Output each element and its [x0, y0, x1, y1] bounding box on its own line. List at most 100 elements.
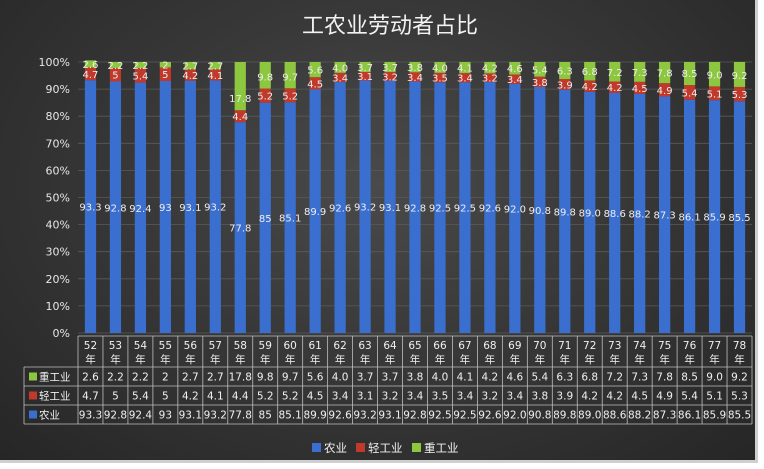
table-cell: 4.5 — [631, 391, 648, 403]
bar-segment-agriculture — [434, 82, 446, 333]
table-row-header: 重工业 — [39, 371, 71, 384]
bar-segment-agriculture — [209, 80, 221, 333]
table-cell: 5.2 — [282, 391, 299, 403]
table-cell: 5.1 — [706, 391, 723, 403]
bar-segment-light-industry — [584, 80, 596, 92]
data-label-light-industry: 3.4 — [407, 73, 423, 84]
table-cell: 92.6 — [478, 410, 502, 422]
table-cell: 89.8 — [553, 410, 576, 422]
bar-segment-light-industry — [733, 86, 746, 102]
data-label-heavy-industry: 8.5 — [682, 69, 698, 80]
table-cell: 5.4 — [132, 391, 149, 403]
table-cell: 7.3 — [631, 372, 648, 384]
x-tick-label-suffix: 年 — [85, 353, 96, 366]
table-cell: 5.4 — [681, 391, 698, 403]
x-tick-label: 54 — [134, 340, 148, 352]
table-cell: 2.2 — [132, 372, 149, 384]
x-tick-label: 63 — [358, 340, 371, 352]
table-cell: 5 — [162, 391, 169, 403]
table-cell: 4.2 — [182, 391, 199, 403]
bar-segment-light-industry — [309, 77, 321, 90]
x-tick-label-suffix: 年 — [535, 353, 546, 366]
data-label-heavy-industry: 2.6 — [83, 60, 99, 71]
data-label-agriculture: 77.8 — [229, 224, 251, 235]
data-label-light-industry: 3.2 — [382, 72, 398, 83]
x-tick-label-suffix: 年 — [135, 353, 146, 366]
data-label-light-industry: 3.4 — [332, 73, 348, 84]
bar-segment-agriculture — [259, 102, 271, 334]
table-cell: 7.8 — [656, 372, 673, 384]
y-tick-label: 40% — [46, 219, 70, 232]
data-label-heavy-industry: 2.2 — [107, 61, 123, 72]
table-cell: 3.4 — [457, 391, 474, 403]
data-label-agriculture: 88.2 — [629, 209, 651, 220]
data-label-light-industry: 5 — [112, 71, 118, 82]
bar-segment-agriculture — [409, 81, 421, 334]
data-labels: 93.34.72.692.852.292.45.42.2935293.14.22… — [79, 60, 750, 235]
x-tick-label-suffix: 年 — [210, 353, 221, 366]
bars — [84, 60, 746, 334]
data-label-heavy-industry: 4.0 — [432, 63, 448, 74]
table-cell: 92.8 — [104, 410, 127, 422]
data-label-heavy-industry: 3.8 — [407, 63, 423, 74]
bar-segment-heavy-industry — [334, 62, 346, 73]
bar-segment-agriculture — [733, 101, 746, 333]
x-tick-label: 67 — [458, 340, 471, 352]
bar-segment-heavy-industry — [309, 62, 321, 78]
table-cell: 2 — [162, 372, 169, 384]
table-cell: 85.1 — [278, 410, 301, 422]
bar-segment-agriculture — [184, 80, 196, 333]
table-cell: 9.0 — [706, 372, 723, 384]
bar-segment-light-industry — [409, 72, 421, 82]
y-tick-label: 100% — [39, 56, 70, 69]
data-label-light-industry: 3.4 — [507, 75, 523, 86]
x-tick-label-suffix: 年 — [460, 353, 471, 366]
bar-segment-heavy-industry — [559, 62, 571, 80]
table-cell: 5.2 — [257, 391, 274, 403]
bar-segment-agriculture — [634, 93, 646, 333]
data-label-agriculture: 93.1 — [179, 203, 201, 214]
x-tick-label: 69 — [508, 340, 521, 352]
bar-segment-agriculture — [509, 83, 521, 334]
x-tick-label-suffix: 年 — [659, 353, 670, 366]
data-label-agriculture: 85.1 — [279, 214, 301, 225]
bar-segment-heavy-industry — [484, 62, 496, 74]
table-cell: 4.9 — [656, 391, 673, 403]
y-tick-label: 0% — [53, 327, 70, 340]
x-tick-label: 66 — [433, 340, 447, 352]
x-tick-label: 60 — [283, 340, 296, 352]
x-tick-label-suffix: 年 — [435, 353, 446, 366]
table-cell: 93.2 — [204, 410, 227, 422]
bar-segment-heavy-industry — [384, 62, 396, 73]
table-cell: 6.3 — [556, 372, 573, 384]
table-cell: 4.2 — [482, 372, 499, 384]
data-label-heavy-industry: 9.0 — [707, 70, 723, 81]
bar-segment-heavy-industry — [659, 62, 671, 84]
data-label-agriculture: 93.2 — [204, 203, 226, 214]
x-tick-label-suffix: 年 — [410, 353, 421, 366]
x-tick-label: 56 — [184, 340, 198, 352]
bar-segment-light-industry — [534, 76, 546, 87]
bar-segment-agriculture — [109, 81, 122, 334]
table-legend-key — [29, 391, 37, 400]
data-label-agriculture: 89.0 — [579, 208, 601, 219]
x-tick-label-suffix: 年 — [584, 353, 595, 366]
table-cell: 93 — [159, 410, 172, 422]
bar-segment-agriculture — [84, 80, 97, 333]
data-label-light-industry: 4.2 — [182, 71, 198, 82]
table-cell: 85.9 — [703, 410, 726, 422]
table-cell: 92.5 — [428, 410, 451, 422]
bar-segment-heavy-industry — [534, 62, 546, 77]
x-tick-label-suffix: 年 — [110, 353, 121, 366]
table-legend-key — [29, 372, 37, 381]
data-label-agriculture: 92.8 — [404, 203, 426, 214]
bar-segment-heavy-industry — [708, 62, 721, 87]
bar-segment-heavy-industry — [259, 62, 271, 89]
data-label-heavy-industry: 2.2 — [132, 61, 148, 72]
y-tick-label: 90% — [46, 83, 70, 96]
x-tick-label-suffix: 年 — [634, 353, 645, 366]
table-cell: 4.2 — [606, 391, 623, 403]
table-cell: 2.7 — [207, 372, 224, 384]
data-label-heavy-industry: 7.3 — [632, 68, 648, 79]
data-label-agriculture: 87.3 — [653, 211, 675, 222]
